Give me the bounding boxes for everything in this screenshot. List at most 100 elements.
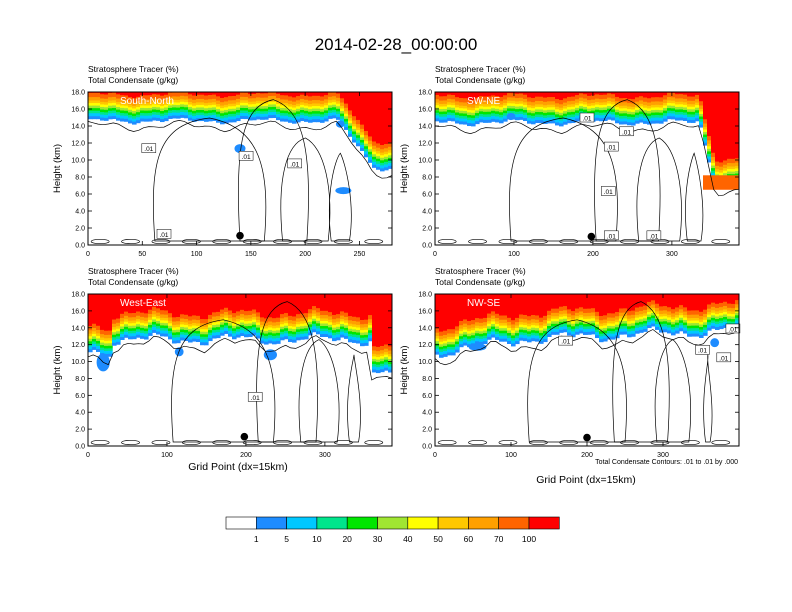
tracer-cell <box>192 294 197 316</box>
y-tick-label: 0.0 <box>422 444 432 451</box>
tracer-cell <box>248 92 253 99</box>
tracer-patch <box>335 187 352 195</box>
tracer-cell <box>599 92 604 100</box>
tracer-cell <box>200 92 205 95</box>
tracer-cell <box>519 92 524 98</box>
tracer-cell <box>164 92 169 100</box>
panel-west-east: Stratosphere Tracer (%)Total Condensate … <box>52 266 393 459</box>
contour-line <box>620 439 639 446</box>
tracer-cell <box>575 294 580 309</box>
x-tick-label: 0 <box>433 452 437 459</box>
y-tick-label: 18.0 <box>418 90 432 97</box>
colorbar-swatch <box>225 516 257 530</box>
tracer-cell <box>88 294 93 327</box>
contour-label: .01 <box>719 355 728 362</box>
tracer-cell <box>619 294 624 309</box>
tracer-cell <box>92 294 97 324</box>
tracer-cell <box>487 92 492 97</box>
tracer-cell <box>160 294 165 311</box>
contour-label-box <box>579 112 595 123</box>
tracer-cell <box>252 92 257 99</box>
tracer-cell <box>236 92 241 99</box>
tracer-cell <box>336 92 341 98</box>
tracer-cell <box>144 92 149 100</box>
tracer-cell <box>284 294 289 314</box>
tracer-cell <box>232 92 237 96</box>
tracer-cell <box>503 92 508 96</box>
tracer-cell <box>320 92 325 97</box>
tracer-cell <box>699 294 704 312</box>
contour-line <box>434 328 740 366</box>
panel-subtitle: Stratosphere Tracer (%) <box>435 64 526 74</box>
tracer-cell <box>611 92 616 95</box>
tracer-cell <box>691 294 696 311</box>
tracer-cell <box>659 294 664 307</box>
tracer-cell <box>272 92 277 96</box>
contour-line <box>437 238 457 245</box>
tracer-cell <box>172 92 177 97</box>
plot-frame <box>434 91 740 246</box>
tracer-cell <box>104 92 109 99</box>
tracer-patch <box>710 338 720 348</box>
tracer-cell <box>511 92 516 98</box>
tracer-cell <box>735 92 739 159</box>
tracer-cell <box>503 92 508 100</box>
contour-label-box <box>287 158 302 169</box>
tracer-cell <box>256 294 261 313</box>
y-axis-label: Height (km) <box>52 144 63 193</box>
contour-line <box>468 439 487 446</box>
tracer-cell <box>579 294 584 308</box>
tracer-cell <box>607 92 612 94</box>
colorbar-swatch <box>346 516 378 530</box>
contour-line <box>434 121 740 197</box>
tracer-cell <box>128 294 133 314</box>
contour-line <box>594 99 661 242</box>
tracer-cell <box>236 92 241 95</box>
y-tick-label: 18.0 <box>71 90 85 97</box>
y-tick-label: 14.0 <box>71 325 85 332</box>
tracer-cell <box>687 294 692 311</box>
contour-label: .01 <box>728 326 737 333</box>
contour-line <box>121 238 140 245</box>
tracer-cell <box>228 294 233 311</box>
tracer-cell <box>707 294 712 305</box>
contour-line <box>87 335 393 381</box>
tracer-cell <box>228 92 233 97</box>
panel-subtitle: Total Condensate (g/kg) <box>435 75 525 85</box>
tracer-cell <box>164 294 169 311</box>
tracer-cell <box>595 92 600 99</box>
y-tick-label: 16.0 <box>418 308 432 315</box>
tracer-cell <box>280 92 285 100</box>
tracer-cell <box>372 92 377 142</box>
tracer-cell <box>268 294 273 318</box>
tracer-cell <box>228 92 233 101</box>
contour-line <box>298 339 340 443</box>
tracer-cell <box>204 294 209 320</box>
tracer-cell <box>152 92 157 99</box>
panel-subtitle: Total Condensate (g/kg) <box>88 277 178 287</box>
contour-line <box>711 439 731 446</box>
tracer-cell <box>531 294 536 316</box>
tracer-cell <box>196 294 201 316</box>
tracer-cell <box>148 92 153 96</box>
tracer-cell <box>364 92 369 131</box>
tracer-cell <box>447 92 452 99</box>
tracer-cell <box>284 92 289 100</box>
tracer-cell <box>551 294 556 309</box>
tracer-cell <box>495 294 500 314</box>
tracer-cell <box>567 294 572 310</box>
tracer-cell <box>523 294 528 315</box>
tracer-cell <box>631 92 636 100</box>
tracer-cell <box>268 92 273 97</box>
tracer-cell <box>463 294 468 320</box>
tracer-cell <box>659 92 664 98</box>
tracer-cell <box>192 92 197 100</box>
y-tick-label: 16.0 <box>71 308 85 315</box>
tracer-cell <box>731 92 736 159</box>
y-tick-label: 10.0 <box>71 359 85 366</box>
tracer-cell <box>116 294 121 319</box>
contour-label-box <box>156 229 172 239</box>
tracer-cell <box>679 92 684 95</box>
tracer-cell <box>364 294 369 320</box>
tracer-cell <box>695 294 700 311</box>
